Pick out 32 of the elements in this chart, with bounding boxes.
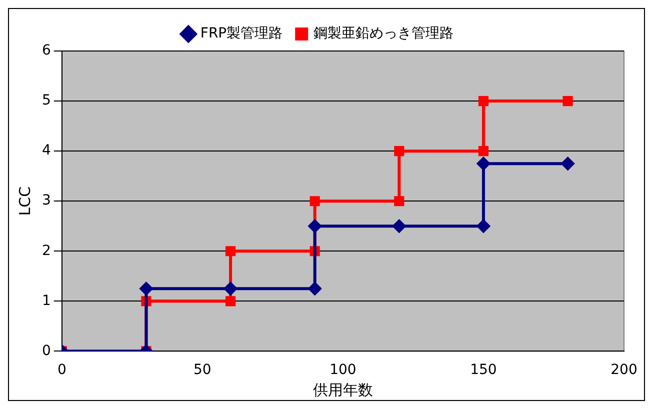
- point: [310, 196, 320, 206]
- y-tick-label: 2: [42, 242, 51, 259]
- point: [226, 296, 236, 306]
- y-tick-label: 5: [42, 92, 51, 109]
- x-tick-label: 100: [330, 362, 356, 378]
- point: [562, 96, 573, 106]
- y-tick-label: 4: [42, 142, 51, 159]
- legend-label: FRP製管理路: [200, 26, 283, 42]
- point: [476, 220, 490, 233]
- point: [308, 220, 322, 233]
- point: [308, 282, 322, 296]
- point: [224, 282, 238, 296]
- point: [226, 246, 236, 256]
- legend-label: 鋼製亜鉛めっき管理路: [314, 26, 454, 42]
- point: [476, 157, 490, 170]
- x-tick-label: 150: [470, 362, 497, 378]
- point: [561, 157, 574, 170]
- x-tick-label: 50: [194, 362, 212, 378]
- y-axis-title: LCC: [16, 186, 34, 216]
- point: [394, 196, 404, 206]
- y-tick-label: 0: [42, 342, 51, 359]
- y-tick-label: 1: [42, 292, 51, 309]
- x-tick-label: 0: [57, 362, 66, 378]
- point: [392, 220, 406, 233]
- y-tick-label: 3: [42, 192, 51, 209]
- point: [394, 146, 404, 156]
- point: [478, 96, 489, 106]
- point: [478, 146, 489, 156]
- y-tick-label: 6: [42, 42, 51, 59]
- x-tick-label: 200: [610, 362, 638, 378]
- x-axis-title: 供用年数: [312, 380, 373, 399]
- point: [140, 282, 153, 296]
